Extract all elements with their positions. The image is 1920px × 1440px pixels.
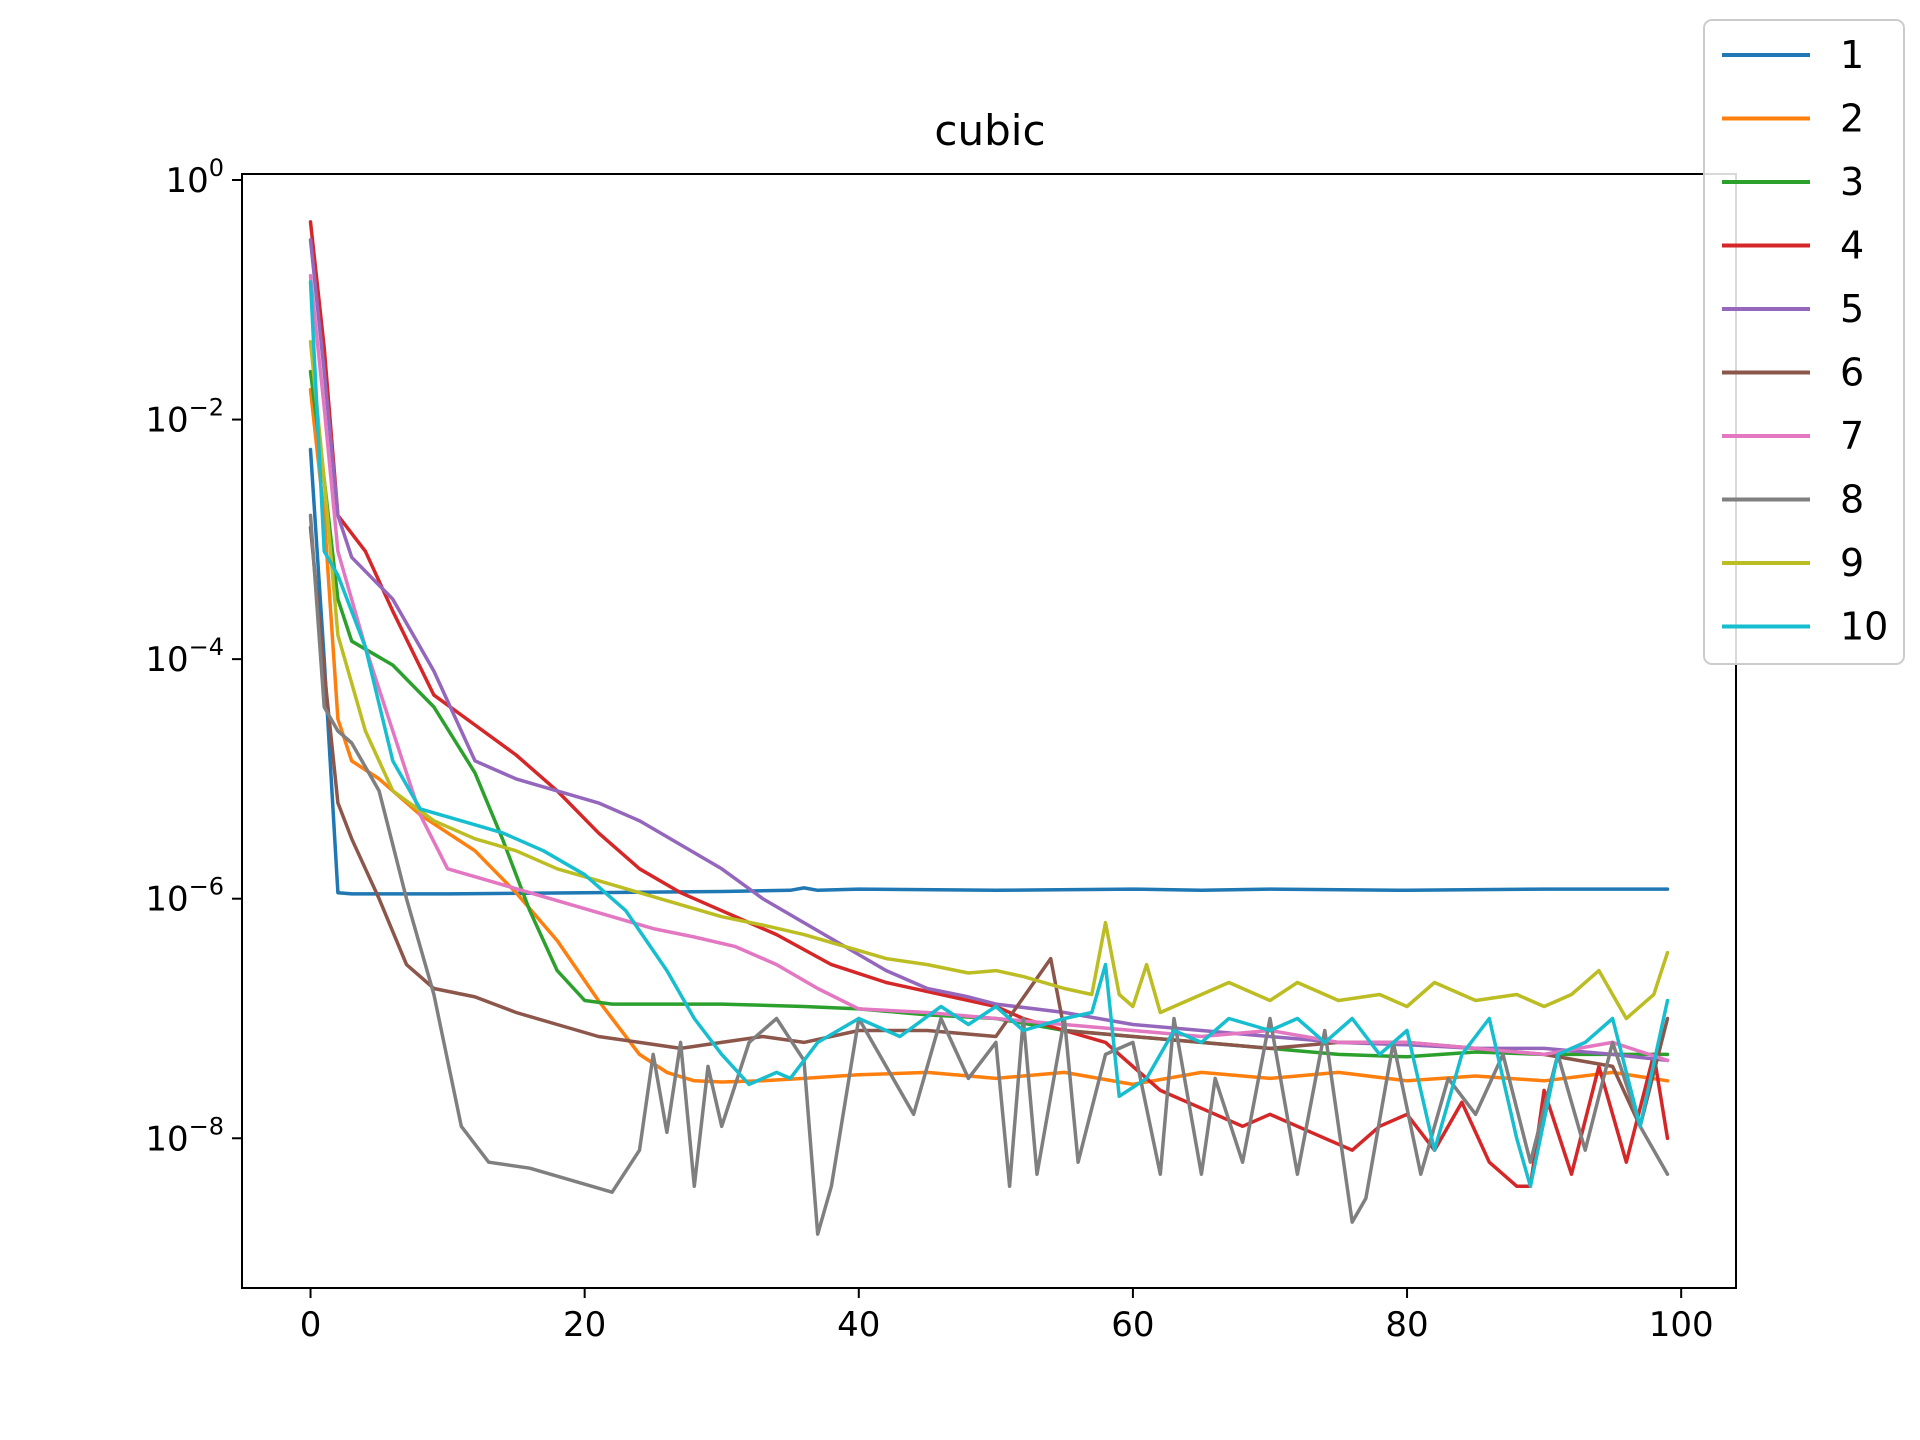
y-tick-label: 10−2 <box>145 394 224 441</box>
series-line-9 <box>308 339 1670 1021</box>
y-tick-label: 10−8 <box>145 1112 224 1159</box>
axes-frame <box>241 173 1737 1289</box>
x-tick-label: 80 <box>1385 1305 1428 1345</box>
x-tick-label: 0 <box>300 1305 322 1345</box>
legend-label-8: 8 <box>1840 478 1864 522</box>
x-axis: 0 20 40 60 80 100 <box>300 1288 1714 1345</box>
chart-title: cubic <box>934 106 1045 155</box>
legend-label-3: 3 <box>1840 160 1864 204</box>
series-line-7 <box>308 274 1670 1063</box>
legend: 1 2 3 4 5 6 7 8 9 10 <box>1703 19 1905 665</box>
series-line-1 <box>308 447 1670 896</box>
x-tick-label: 20 <box>563 1305 606 1345</box>
y-axis: 100 10−2 10−4 10−6 10−8 <box>145 154 242 1159</box>
series-line-4 <box>308 220 1670 1188</box>
series-group <box>308 220 1670 1236</box>
legend-label-6: 6 <box>1840 351 1864 395</box>
legend-label-4: 4 <box>1840 224 1864 268</box>
series-line-8 <box>308 513 1670 1236</box>
y-tick-label: 10−6 <box>145 873 224 920</box>
x-tick-label: 100 <box>1649 1305 1714 1345</box>
y-tick-label: 100 <box>165 154 224 201</box>
legend-label-5: 5 <box>1840 287 1864 331</box>
legend-label-7: 7 <box>1840 414 1864 458</box>
legend-label-10: 10 <box>1840 605 1888 649</box>
legend-label-9: 9 <box>1840 541 1864 585</box>
x-tick-label: 40 <box>837 1305 880 1345</box>
plot-area <box>241 173 1737 1289</box>
legend-label-2: 2 <box>1840 97 1864 141</box>
series-line-10 <box>308 280 1670 1188</box>
series-line-3 <box>308 369 1670 1059</box>
legend-label-1: 1 <box>1840 33 1864 77</box>
y-tick-label: 10−4 <box>145 633 224 680</box>
x-tick-label: 60 <box>1111 1305 1154 1345</box>
